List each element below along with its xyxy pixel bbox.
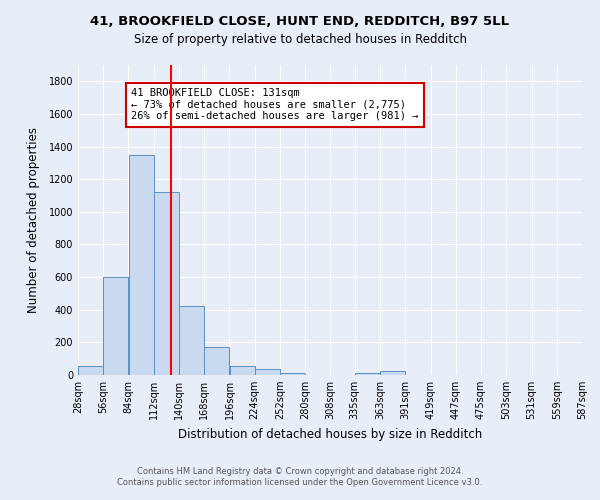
Text: 41 BROOKFIELD CLOSE: 131sqm
← 73% of detached houses are smaller (2,775)
26% of : 41 BROOKFIELD CLOSE: 131sqm ← 73% of det… [131, 88, 418, 122]
Text: Contains public sector information licensed under the Open Government Licence v3: Contains public sector information licen… [118, 478, 482, 487]
Bar [78, 366, 103, 375]
Text: 41, BROOKFIELD CLOSE, HUNT END, REDDITCH, B97 5LL: 41, BROOKFIELD CLOSE, HUNT END, REDDITCH… [91, 15, 509, 28]
Bar [128, 154, 154, 375]
Bar [255, 370, 280, 375]
Bar [154, 192, 179, 375]
Text: Size of property relative to detached houses in Redditch: Size of property relative to detached ho… [133, 32, 467, 46]
Bar [280, 374, 305, 375]
Bar [205, 348, 229, 375]
Bar [179, 306, 204, 375]
Bar [103, 277, 128, 375]
Bar [380, 371, 405, 375]
Bar [355, 372, 380, 375]
Y-axis label: Number of detached properties: Number of detached properties [27, 127, 40, 313]
Bar [230, 366, 254, 375]
X-axis label: Distribution of detached houses by size in Redditch: Distribution of detached houses by size … [178, 428, 482, 440]
Text: Contains HM Land Registry data © Crown copyright and database right 2024.: Contains HM Land Registry data © Crown c… [137, 467, 463, 476]
